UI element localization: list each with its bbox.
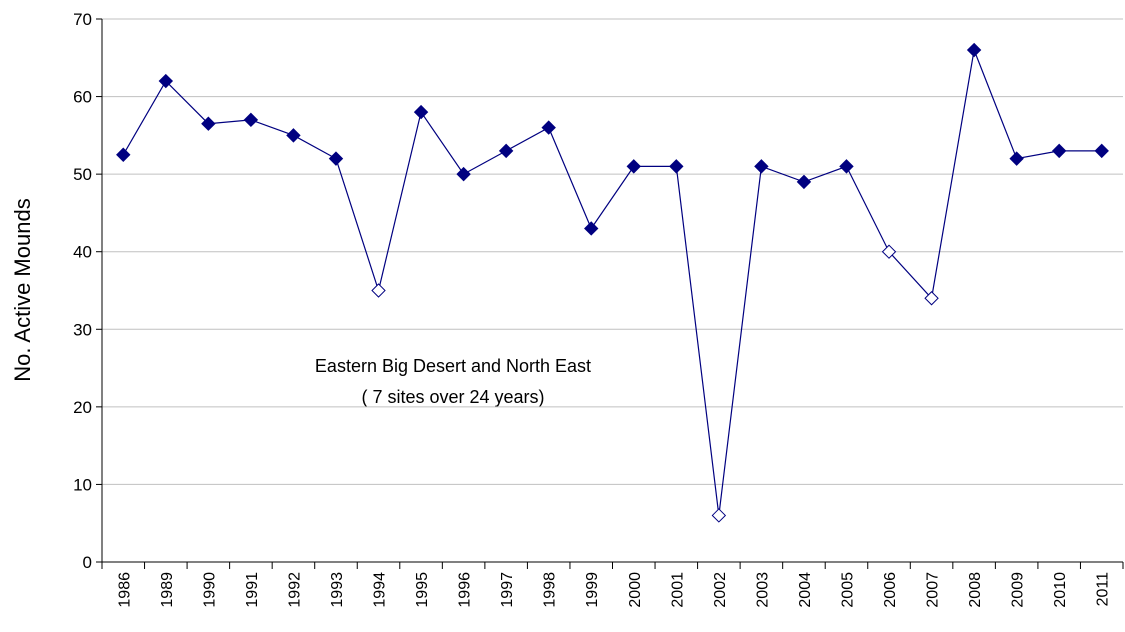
marker — [881, 244, 897, 259]
marker — [796, 174, 812, 190]
y-tick-label: 70 — [73, 10, 92, 29]
y-tick-label: 60 — [73, 88, 92, 107]
x-tick-label: 2011 — [1095, 572, 1112, 607]
x-tick-label: 2000 — [627, 572, 644, 608]
x-tick-label: 1993 — [329, 572, 346, 608]
y-tick-label: 10 — [73, 475, 92, 494]
x-tick-label: 2009 — [1010, 572, 1027, 608]
marker — [626, 159, 641, 174]
marker — [1094, 143, 1109, 159]
x-tick-label: 2005 — [839, 572, 856, 608]
marker — [498, 143, 514, 159]
marker — [158, 73, 174, 89]
y-tick-label: 20 — [73, 398, 92, 417]
marker — [1051, 143, 1067, 159]
x-tick-label: 1986 — [116, 572, 133, 608]
marker — [711, 508, 727, 523]
marker — [371, 283, 386, 298]
marker — [286, 128, 301, 143]
x-tick-label: 1992 — [286, 572, 303, 608]
y-tick-label: 40 — [73, 243, 92, 262]
marker — [754, 159, 769, 174]
x-tick-label: 2003 — [754, 572, 771, 608]
marker — [966, 42, 982, 58]
series-line — [122, 47, 1102, 516]
x-tick-label: 1996 — [457, 572, 474, 608]
x-tick-label: 2006 — [882, 572, 899, 608]
x-tick-label: 2008 — [967, 572, 984, 608]
y-tick-label: 50 — [73, 165, 92, 184]
x-tick-label: 2004 — [797, 572, 814, 608]
annotation: ( 7 sites over 24 years) — [361, 387, 544, 407]
y-axis-label: No. Active Mounds — [10, 198, 35, 381]
marker — [328, 151, 344, 166]
marker — [584, 221, 599, 236]
marker — [456, 166, 471, 182]
x-tick-label: 1999 — [584, 572, 601, 608]
marker — [201, 116, 216, 131]
x-tick-label: 1994 — [372, 572, 389, 608]
x-tick-label: 1990 — [201, 572, 218, 608]
marker — [1009, 151, 1024, 166]
y-tick-label: 30 — [73, 320, 92, 339]
x-tick-label: 1998 — [542, 572, 559, 608]
marker — [413, 104, 429, 120]
marker — [839, 159, 854, 174]
x-tick-label: 2010 — [1052, 572, 1069, 608]
x-tick-label: 2007 — [925, 572, 942, 608]
marker — [116, 147, 131, 162]
marker — [541, 120, 556, 135]
y-tick-label: 0 — [83, 553, 92, 572]
x-tick-label: 1989 — [159, 572, 176, 608]
x-tick-label: 2002 — [712, 572, 729, 608]
annotation: Eastern Big Desert and North East — [315, 356, 591, 376]
x-tick-label: 1995 — [414, 572, 431, 608]
x-tick-label: 1997 — [499, 572, 516, 608]
x-tick-label: 1991 — [244, 572, 261, 608]
marker — [669, 159, 684, 174]
marker — [924, 291, 939, 306]
x-tick-label: 2001 — [669, 572, 686, 608]
marker — [243, 112, 259, 128]
